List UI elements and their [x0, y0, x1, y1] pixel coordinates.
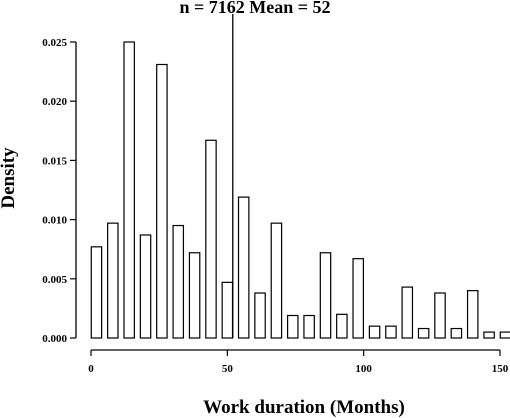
histogram-bar: [221, 281, 234, 339]
histogram-bar: [90, 246, 103, 339]
y-tick-label: 0.015: [42, 155, 67, 167]
x-tick-label: 150: [492, 363, 509, 375]
histogram-bar: [450, 327, 463, 339]
histogram-bar: [336, 313, 348, 339]
x-axis-title: Work duration (Months): [203, 397, 405, 418]
histogram-bar: [401, 286, 414, 339]
y-tick-label: 0.005: [42, 274, 67, 286]
histogram-bar: [417, 327, 430, 339]
y-tick-label: 0.000: [42, 333, 67, 345]
histogram-bar: [286, 314, 299, 339]
x-tick-label: 0: [88, 363, 94, 375]
histogram-bar: [172, 224, 185, 339]
histogram-bar: [434, 292, 446, 339]
bars-layer: [90, 41, 510, 339]
histogram-bar: [385, 325, 397, 339]
y-tick-label: 0.020: [42, 96, 67, 108]
histogram-bar: [368, 325, 381, 339]
histogram-bar: [156, 63, 168, 339]
histogram-bar: [270, 222, 283, 339]
x-tick-label: 50: [222, 363, 234, 375]
histogram-bar: [139, 234, 152, 339]
histogram-bar: [254, 292, 266, 339]
histogram-bar: [205, 139, 217, 339]
histogram-bar: [303, 314, 315, 339]
chart-title: n = 7162 Mean = 52: [179, 0, 330, 17]
y-tick-label: 0.025: [42, 37, 67, 49]
histogram-bar: [123, 41, 135, 339]
y-tick-label: 0.010: [42, 215, 67, 227]
histogram-bar: [188, 252, 201, 339]
y-axis: 0.000 0.005 0.010 0.015 0.020 0.025: [42, 37, 77, 345]
histogram-bar: [466, 290, 479, 339]
histogram-bar: [107, 222, 119, 339]
histogram-bar: [237, 196, 250, 339]
histogram-bar: [319, 252, 332, 339]
histogram-bar: [483, 331, 495, 339]
x-tick-label: 100: [355, 363, 372, 375]
y-axis-title: Density: [0, 147, 19, 209]
x-axis: 0 50 100 150: [88, 349, 509, 375]
histogram-bar: [352, 258, 364, 339]
histogram-bar: [499, 331, 510, 339]
